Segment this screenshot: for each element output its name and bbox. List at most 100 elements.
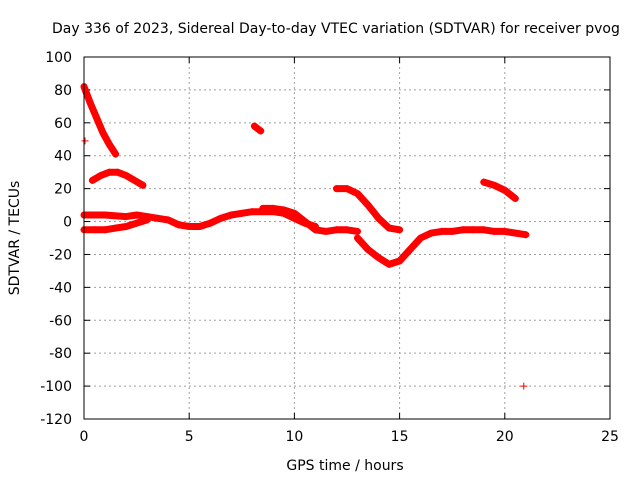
data-point [301,218,309,226]
data-point [490,181,498,189]
data-point [143,216,151,224]
data-point [164,216,172,224]
x-axis-label: GPS time / hours [286,458,403,474]
plot-border [83,56,611,420]
data-point [343,226,351,234]
y-tick-label: 80 [54,83,72,99]
data-point [364,201,372,209]
data-point [269,204,277,212]
x-tick-label: 15 [391,429,409,445]
data-point [93,114,101,122]
data-point [105,140,113,148]
y-tick-label: -40 [49,280,72,296]
data-point [81,137,89,145]
data-point [133,211,141,219]
data-point [259,204,267,212]
data-point [112,224,120,232]
data-point [322,227,330,235]
data-point [175,221,183,229]
data-point [86,99,94,107]
data-point [520,382,528,390]
data-point [332,226,340,234]
series-arc-hump-20 [332,185,404,234]
data-point [522,231,530,239]
data-point [343,185,351,193]
data-point [101,226,109,234]
y-tick-label: -120 [40,412,72,428]
data-point [122,213,130,221]
data-point [501,186,509,194]
data-point [511,195,519,203]
series-arc-steep-descent [80,83,120,158]
x-tick-label: 10 [285,429,303,445]
data-point [469,226,477,234]
y-tick-label: 40 [54,149,72,165]
data-point [185,222,193,230]
data-point [396,226,404,234]
data-point [97,171,105,179]
series-point-50 [81,137,89,145]
data-point [280,206,288,214]
data-point [196,222,204,230]
y-tick-label: 100 [45,50,72,66]
data-point [396,257,404,265]
data-point [490,227,498,235]
data-point [385,260,393,268]
x-tick-label: 0 [80,429,89,445]
data-point [354,190,362,198]
data-point [417,234,425,242]
data-point [250,122,258,130]
data-point [511,229,519,237]
data-point [480,178,488,186]
grid [84,57,610,419]
data-point [99,129,107,137]
data-point [91,226,99,234]
y-axis-label: SDTVAR / TECUs [7,181,23,296]
x-tick-label: 5 [185,429,194,445]
data-point [332,185,340,193]
data-point [311,226,319,234]
data-point [122,171,130,179]
y-tick-label: -100 [40,379,72,395]
data-point [88,176,96,184]
data-point [238,209,246,217]
y-tick-label: 20 [54,182,72,198]
data-point [354,234,362,242]
point-trail [333,185,404,234]
x-tick-label: 25 [601,429,619,445]
data-point [459,226,467,234]
y-tick-label: 0 [63,215,72,231]
x-tick-label: 20 [496,429,514,445]
data-point [406,246,414,254]
chart-title: Day 336 of 2023, Sidereal Day-to-day VTE… [52,21,620,37]
data-point [290,209,298,217]
data-point [438,227,446,235]
data-point [217,214,225,222]
point-trail [259,204,361,235]
series-arc-mid [259,204,362,235]
data-point [101,211,109,219]
y-tick-label: -60 [49,313,72,329]
data-point [448,227,456,235]
data-point [227,211,235,219]
series-arc-short-57 [250,122,265,135]
data-point [206,219,214,227]
data-point [133,219,141,227]
point-trail [250,122,265,135]
series-arc-hump-30 [88,168,147,189]
data-point [375,254,383,262]
point-trail [80,83,120,158]
series-outlier [520,382,528,390]
data-point [154,214,162,222]
data-point [375,214,383,222]
data-point [364,246,372,254]
ticks: 0 5 10 15 20 25 -120 -100 -80 -60 -40 -20 0 20 40 60 80 1… [40,50,619,445]
data-point [112,150,120,158]
data-point [257,127,265,135]
data-point [105,168,113,176]
data-point [385,224,393,232]
y-tick-label: -20 [49,247,72,263]
data-point [130,176,138,184]
data-point [114,168,122,176]
